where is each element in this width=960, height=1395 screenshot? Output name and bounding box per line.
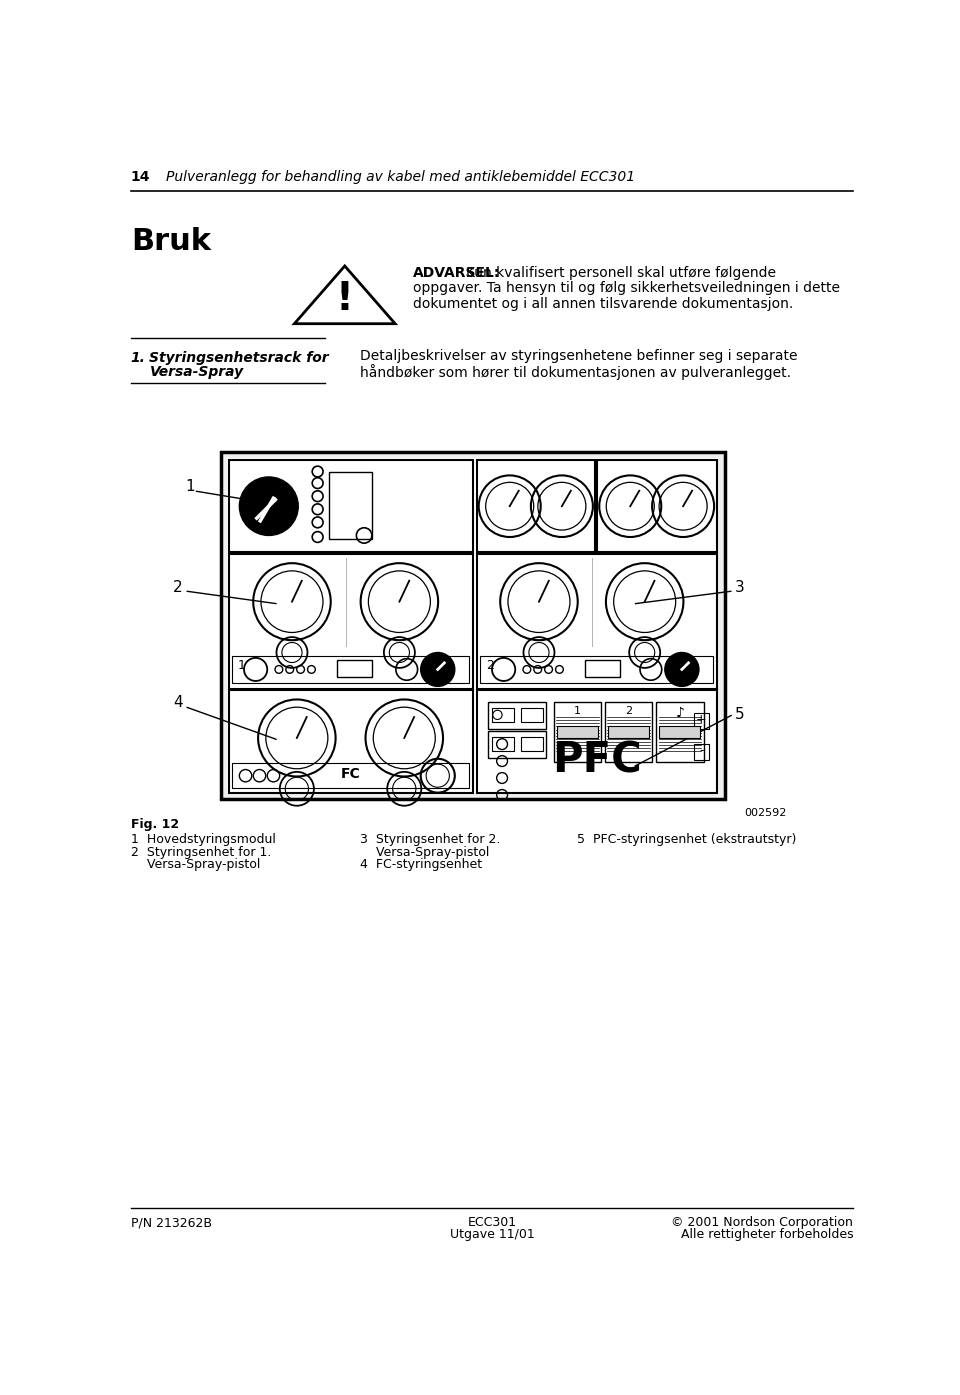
Text: Kun kvalifisert personell skal utføre følgende: Kun kvalifisert personell skal utføre fø… [467,266,777,280]
Text: oppgaver. Ta hensyn til og følg sikkerhetsveiledningen i dette: oppgaver. Ta hensyn til og følg sikkerhe… [413,282,840,296]
Text: håndbøker som hører til dokumentasjonen av pulveranlegget.: håndbøker som hører til dokumentasjonen … [360,364,791,381]
Bar [585,660,620,677]
Text: 1: 1 [185,480,195,494]
Text: ECC301: ECC301 [468,1216,516,1229]
Bar [480,657,713,684]
Bar [557,725,598,738]
Bar [232,763,468,788]
Bar [488,702,546,728]
Bar [660,725,701,738]
Polygon shape [295,266,396,324]
Bar [488,731,546,757]
Text: ♪: ♪ [676,706,684,720]
Bar [221,452,725,799]
Text: Bruk: Bruk [131,227,211,257]
Text: Alle rettigheter forbeholdes: Alle rettigheter forbeholdes [681,1228,853,1240]
Text: dokumentet og i all annen tilsvarende dokumentasjon.: dokumentet og i all annen tilsvarende do… [413,297,793,311]
Bar [693,713,709,728]
Bar [554,702,601,762]
Bar [337,660,372,677]
Bar [521,707,543,721]
Bar [596,460,717,552]
Text: ADVARSEL:: ADVARSEL: [413,266,500,280]
Text: 5  PFC-styringsenhet (ekstrautstyr): 5 PFC-styringsenhet (ekstrautstyr) [577,833,797,845]
Bar [492,737,514,751]
Circle shape [665,653,699,686]
Bar [693,744,709,759]
Text: 2: 2 [625,706,633,716]
Text: 2  Styringsenhet for 1.: 2 Styringsenhet for 1. [131,845,272,859]
Text: +: + [696,713,707,725]
Bar [605,702,653,762]
Text: Detaljbeskrivelser av styringsenhetene befinner seg i separate: Detaljbeskrivelser av styringsenhetene b… [360,349,798,363]
Text: 1.: 1. [131,350,146,364]
Text: 1  Hovedstyringsmodul: 1 Hovedstyringsmodul [131,833,276,845]
Text: 1: 1 [574,706,581,716]
Bar [492,707,514,721]
Bar [476,460,595,552]
Text: Versa-Spray: Versa-Spray [150,365,244,379]
Text: PFC: PFC [552,739,641,781]
Text: 3: 3 [735,579,745,594]
Circle shape [239,477,299,536]
Text: © 2001 Nordson Corporation: © 2001 Nordson Corporation [671,1216,853,1229]
Bar [609,725,649,738]
Text: P/N 213262B: P/N 213262B [131,1216,212,1229]
Text: Utgave 11/01: Utgave 11/01 [449,1228,535,1240]
Text: 4: 4 [174,695,183,710]
Text: 14: 14 [131,170,151,184]
Text: !: ! [336,280,353,318]
Text: 2: 2 [486,658,493,671]
Bar [232,657,468,684]
Text: 2: 2 [174,579,183,594]
Text: 5: 5 [735,707,745,721]
Text: 1: 1 [238,658,246,671]
Text: Fig. 12: Fig. 12 [131,817,179,831]
Bar [227,459,718,792]
Text: Pulveranlegg for behandling av kabel med antiklebemiddel ECC301: Pulveranlegg for behandling av kabel med… [166,170,636,184]
Bar [657,702,704,762]
Text: -: - [699,744,704,757]
Bar [329,472,372,540]
Text: Styringsenhetsrack for: Styringsenhetsrack for [150,350,329,364]
Text: 002592: 002592 [744,808,786,817]
Text: 3  Styringsenhet for 2.: 3 Styringsenhet for 2. [360,833,500,845]
Bar [228,460,472,552]
Bar [228,554,472,689]
Text: 4  FC-styringsenhet: 4 FC-styringsenhet [360,858,482,870]
Text: FC: FC [340,767,360,781]
Bar [521,737,543,751]
Circle shape [420,653,455,686]
Bar [228,691,472,792]
Bar [476,554,717,689]
Bar [476,691,717,792]
Text: Versa-Spray-pistol: Versa-Spray-pistol [360,845,490,859]
Text: Versa-Spray-pistol: Versa-Spray-pistol [131,858,260,870]
